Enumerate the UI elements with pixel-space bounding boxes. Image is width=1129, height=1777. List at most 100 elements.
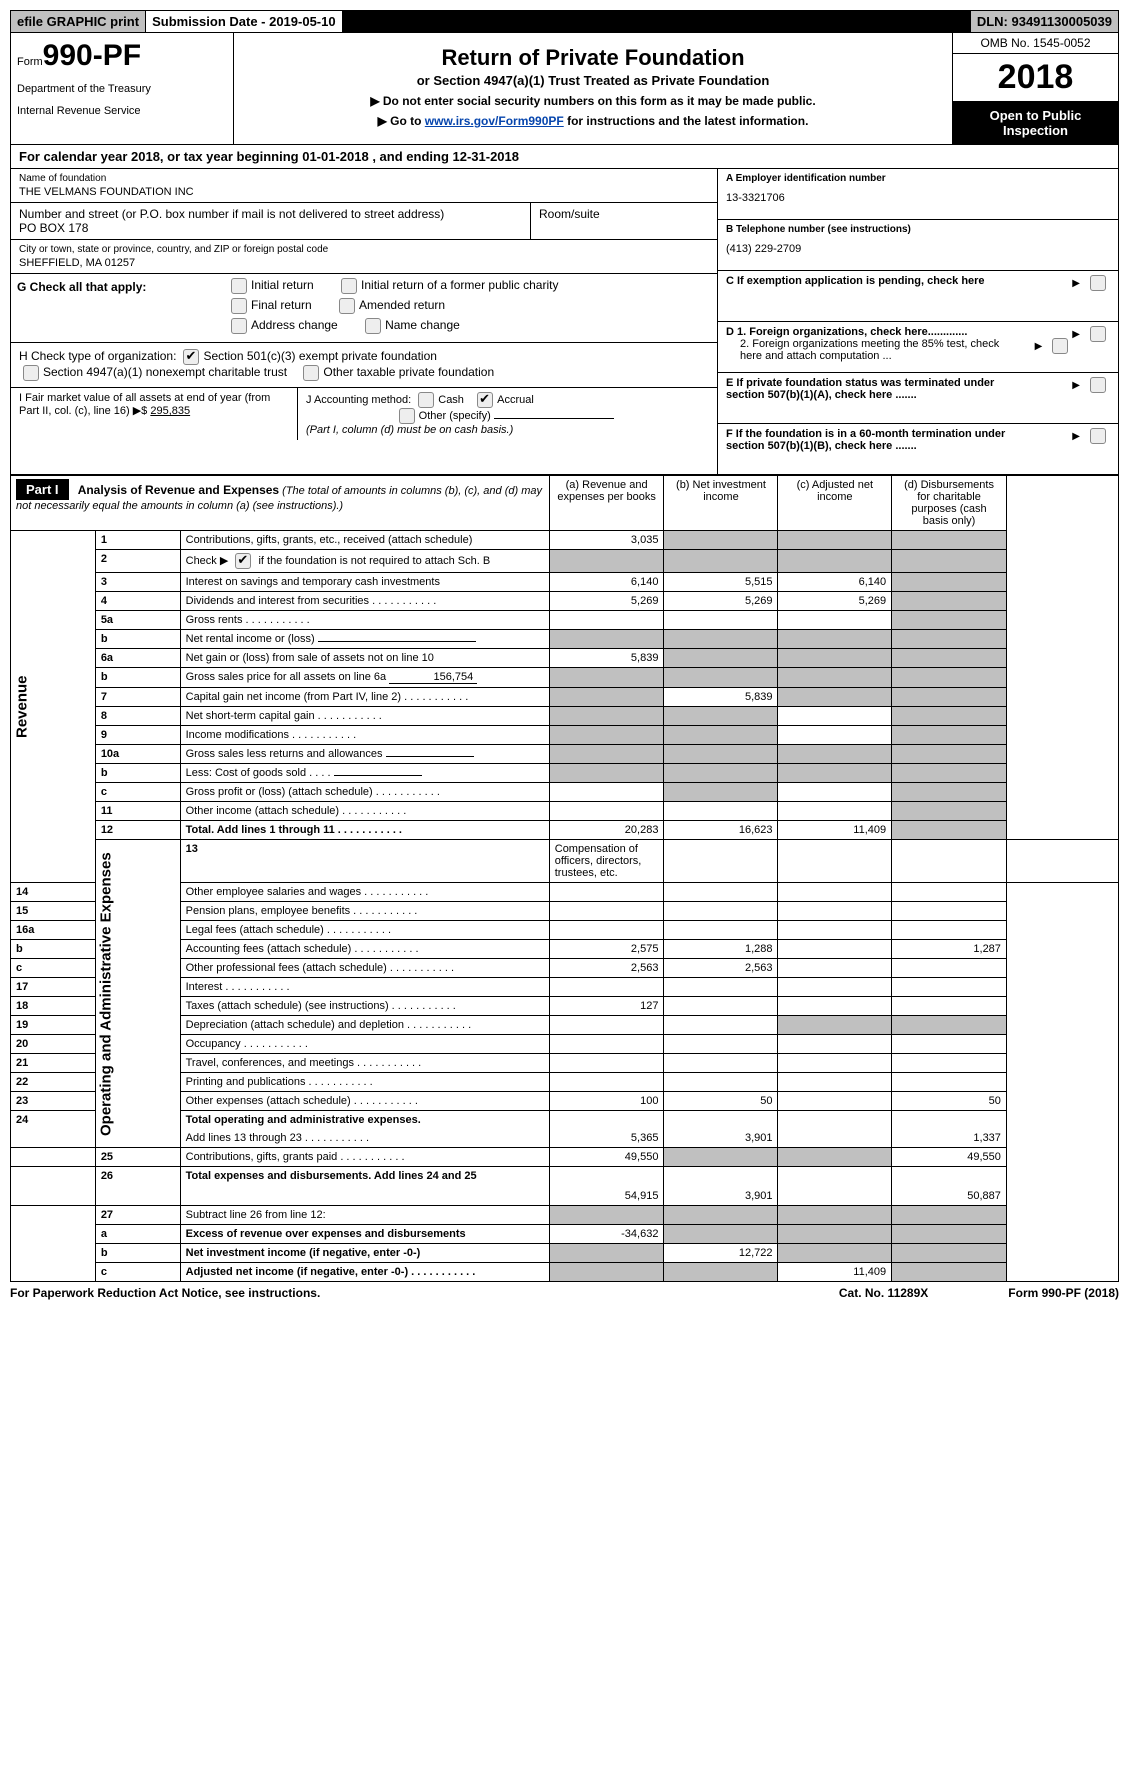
c-label: C If exemption application is pending, c… [726, 275, 985, 287]
tax-year: 2018 [953, 54, 1118, 102]
ein-cell: A Employer identification number 13-3321… [718, 169, 1118, 220]
irs-link[interactable]: www.irs.gov/Form990PF [425, 114, 564, 128]
line-num: 13 [180, 840, 549, 883]
checkbox-d2[interactable] [1052, 338, 1068, 354]
checkbox-address[interactable] [231, 318, 247, 334]
goto-prefix: ▶ Go to [378, 114, 425, 128]
desc-text: Net rental income or (loss) [186, 633, 315, 645]
line-num: 1 [95, 531, 180, 550]
amt-b: 5,269 [664, 592, 778, 611]
expenses-label: Operating and Administrative Expenses [95, 840, 180, 1148]
amt-a: 2,563 [549, 959, 664, 978]
line-desc: Income modifications [180, 726, 549, 745]
amt-c: 11,409 [778, 1263, 892, 1282]
line-desc: Net rental income or (loss) [180, 630, 549, 649]
name-label: Name of foundation [19, 173, 709, 184]
checkbox-d1[interactable] [1090, 326, 1106, 342]
row-7: 7 Capital gain net income (from Part IV,… [11, 688, 1119, 707]
line-desc: Other employee salaries and wages [180, 883, 549, 902]
checkbox-final[interactable] [231, 298, 247, 314]
amt-a: 54,915 [549, 1167, 664, 1206]
line-num: 23 [11, 1092, 96, 1111]
other-specify-line [494, 418, 614, 419]
line-desc: Gross profit or (loss) (attach schedule) [180, 783, 549, 802]
section-i: I Fair market value of all assets at end… [11, 388, 298, 440]
line-num: 10a [95, 745, 180, 764]
row-6b: b Gross sales price for all assets on li… [11, 668, 1119, 688]
row-27b: bNet investment income (if negative, ent… [11, 1244, 1119, 1263]
section-c: C If exemption application is pending, c… [718, 271, 1118, 322]
line-num: 27 [95, 1206, 180, 1225]
line-num: 7 [95, 688, 180, 707]
line-num: 18 [11, 997, 96, 1016]
g-options: Initial return Initial return of a forme… [223, 274, 717, 342]
f-label: F If the foundation is in a 60-month ter… [726, 428, 1026, 452]
checkbox-f[interactable] [1090, 428, 1106, 444]
checkbox-accrual[interactable] [477, 392, 493, 408]
line-desc: Capital gain net income (from Part IV, l… [180, 688, 549, 707]
amt-d [892, 531, 1007, 550]
checkbox-other-tax[interactable] [303, 365, 319, 381]
name-cell: Name of foundation THE VELMANS FOUNDATIO… [11, 169, 717, 203]
i-label: I Fair market value of all assets at end… [19, 392, 270, 417]
checkbox-schb[interactable] [235, 553, 251, 569]
line-desc: Legal fees (attach schedule) [180, 921, 549, 940]
line-desc: Less: Cost of goods sold . . . . [180, 764, 549, 783]
amt-b: 5,839 [664, 688, 778, 707]
d1-arrow [1072, 326, 1110, 342]
e-label: E If private foundation status was termi… [726, 377, 1026, 401]
city-value: SHEFFIELD, MA 01257 [19, 257, 709, 269]
info-section: Name of foundation THE VELMANS FOUNDATIO… [10, 169, 1119, 475]
line-num: 3 [95, 573, 180, 592]
checkbox-cash[interactable] [418, 392, 434, 408]
amt-a: 3,035 [549, 531, 664, 550]
line-desc: Subtract line 26 from line 12: [180, 1206, 549, 1225]
row-2: 2 Check ▶ if the foundation is not requi… [11, 550, 1119, 573]
goto-line: ▶ Go to www.irs.gov/Form990PF for instru… [240, 114, 946, 128]
line-num: 6a [95, 649, 180, 668]
line-desc: Pension plans, employee benefits [180, 902, 549, 921]
amt-b: 2,563 [664, 959, 778, 978]
checkbox-initial[interactable] [231, 278, 247, 294]
opt-accrual: Accrual [497, 394, 534, 406]
line-desc: Total. Add lines 1 through 11 [180, 821, 549, 840]
row-9: 9 Income modifications [11, 726, 1119, 745]
checkbox-4947[interactable] [23, 365, 39, 381]
line-desc: Net investment income (if negative, ente… [180, 1244, 549, 1263]
line-desc: Other expenses (attach schedule) [180, 1092, 549, 1111]
line-desc: Interest [180, 978, 549, 997]
part1-table: Part I Analysis of Revenue and Expenses … [10, 475, 1119, 1282]
form-prefix: Form [17, 56, 43, 68]
checkbox-initial-former[interactable] [341, 278, 357, 294]
fmv-value: 295,835 [150, 405, 190, 417]
row-27a: aExcess of revenue over expenses and dis… [11, 1225, 1119, 1244]
form-no-big: 990-PF [43, 39, 141, 72]
checkbox-c[interactable] [1090, 275, 1106, 291]
amt-b: 16,623 [664, 821, 778, 840]
ein-label: A Employer identification number [726, 173, 886, 184]
line-desc: Printing and publications [180, 1073, 549, 1092]
form-header: Form990-PF Department of the Treasury In… [10, 33, 1119, 145]
amt-d: 50 [892, 1092, 1007, 1111]
top-bar: efile GRAPHIC print Submission Date - 20… [10, 10, 1119, 33]
footer-cat: Cat. No. 11289X [839, 1286, 928, 1300]
section-h: H Check type of organization: Section 50… [11, 343, 717, 388]
check-suffix: if the foundation is not required to att… [258, 555, 490, 567]
omb-number: OMB No. 1545-0052 [953, 33, 1118, 54]
opt-final: Final return [251, 298, 312, 312]
checkbox-other-method[interactable] [399, 408, 415, 424]
checkbox-name[interactable] [365, 318, 381, 334]
foundation-name: THE VELMANS FOUNDATION INC [19, 186, 709, 198]
row-5a: 5a Gross rents [11, 611, 1119, 630]
checkbox-501c3[interactable] [183, 349, 199, 365]
d2-label: 2. Foreign organizations meeting the 85%… [740, 338, 1020, 362]
inline-amount: 156,754 [389, 671, 477, 684]
address-label: Number and street (or P.O. box number if… [19, 207, 522, 221]
room-label: Room/suite [539, 207, 709, 221]
opt-other-method: Other (specify) [419, 410, 491, 422]
line-desc: Depreciation (attach schedule) and deple… [180, 1016, 549, 1035]
line-num: 25 [95, 1148, 180, 1167]
checkbox-e[interactable] [1090, 377, 1106, 393]
checkbox-amended[interactable] [339, 298, 355, 314]
line-num: 19 [11, 1016, 96, 1035]
